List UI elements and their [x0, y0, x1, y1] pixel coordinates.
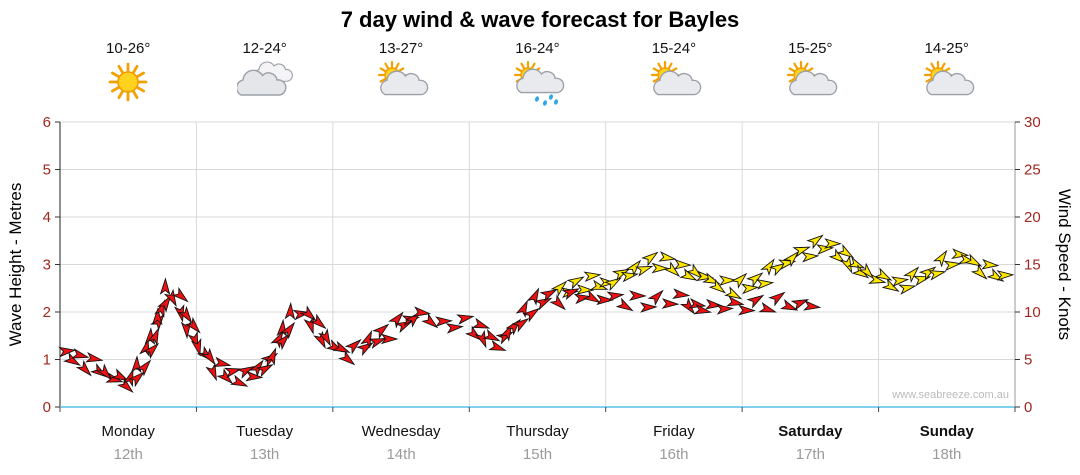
- forecast-row: 10-26° 12-24° 13-27° 16-24° 15-24° 15-25° 14-2…: [60, 40, 1015, 108]
- day-date-label: 16th: [659, 446, 688, 463]
- cloud: [380, 70, 429, 96]
- day-date-label: 14th: [386, 446, 415, 463]
- day-date-label: 12th: [114, 446, 143, 463]
- cloudy-icon: [235, 61, 293, 96]
- weather-icon-wrap: [742, 58, 878, 108]
- forecast-day-1: 10-26°: [60, 40, 196, 108]
- temperature-range: 13-27°: [378, 40, 424, 57]
- sunny-icon: [108, 62, 148, 102]
- left-axis-tick-label: 5: [43, 162, 51, 179]
- right-axis-tick-label: 15: [1024, 257, 1041, 274]
- forecast-day-4: 16-24°: [469, 40, 605, 108]
- right-axis-tick-label: 0: [1024, 399, 1032, 416]
- temperature-range: 12-24°: [242, 40, 287, 57]
- left-axis-tick-label: 6: [43, 114, 51, 131]
- right-axis-tick-label: 30: [1024, 114, 1041, 131]
- weather-icon-wrap: [879, 58, 1015, 108]
- day-name-label: Wednesday: [362, 423, 441, 440]
- wind-speed-recent-red-arrows: [58, 277, 822, 393]
- partly-cloudy-icon: [923, 60, 975, 96]
- temperature-range: 14-25°: [924, 40, 969, 57]
- weather-icon-wrap: [469, 58, 605, 108]
- left-axis-tick-label: 2: [43, 304, 51, 321]
- temperature-range: 15-25°: [788, 40, 833, 57]
- day-date-label: 15th: [523, 446, 552, 463]
- temperature-range: 16-24°: [515, 40, 560, 57]
- forecast-day-5: 15-24°: [606, 40, 742, 108]
- forecast-day-7: 14-25°: [879, 40, 1015, 108]
- cloud: [235, 69, 287, 96]
- right-axis-tick-label: 20: [1024, 209, 1041, 226]
- partly-cloudy-icon: [650, 60, 702, 96]
- cloud: [925, 70, 975, 96]
- cloud: [516, 68, 565, 94]
- day-name-label: Monday: [102, 423, 156, 440]
- day-date-label: 18th: [932, 446, 961, 463]
- day-name-label: Saturday: [778, 423, 843, 440]
- day-name-label: Tuesday: [236, 423, 293, 440]
- left-axis-tick-label: 0: [43, 399, 51, 416]
- day-name-label: Friday: [653, 423, 695, 440]
- axis-ticks: 0 1 2 3 4 5 6 0 5 10 15 20 25 30: [43, 114, 1041, 416]
- raindrops: [535, 94, 559, 106]
- day-name-label: Thursday: [506, 423, 569, 440]
- weather-icon-wrap: [60, 58, 196, 108]
- forecast-day-2: 12-24°: [196, 40, 332, 108]
- day-name-label: Sunday: [920, 423, 975, 440]
- weather-icon-wrap: [196, 58, 332, 108]
- sun: [108, 62, 148, 102]
- partly-cloudy-icon: [377, 60, 429, 96]
- page-title: 7 day wind & wave forecast for Bayles: [340, 7, 740, 32]
- gridlines: [60, 121, 1015, 407]
- watermark: www.seabreeze.com.au: [891, 389, 1009, 401]
- temperature-range: 15-24°: [651, 40, 697, 57]
- right-axis-tick-label: 5: [1024, 352, 1032, 369]
- partly-cloudy-icon: [787, 60, 838, 96]
- day-date-label: 17th: [796, 446, 825, 463]
- right-axis-tick-label: 10: [1024, 304, 1041, 321]
- left-axis-tick-label: 3: [43, 257, 51, 274]
- weather-icon-wrap: [606, 58, 742, 108]
- right-axis-tick-label: 25: [1024, 162, 1041, 179]
- day-labels: Monday 12th Tuesday 13th Wednesday 14th Thursd…: [102, 423, 975, 463]
- cloud: [789, 70, 838, 96]
- cloud: [653, 70, 702, 96]
- left-axis-tick-label: 1: [43, 352, 51, 369]
- forecast-day-3: 13-27°: [333, 40, 469, 108]
- left-axis-tick-label: 4: [43, 209, 51, 226]
- rain-showers-icon: [514, 60, 565, 106]
- forecast-day-6: 15-25°: [742, 40, 878, 108]
- day-date-label: 13th: [250, 446, 279, 463]
- temperature-range: 10-26°: [106, 40, 151, 57]
- wind-speed-forecast-yellow-arrows: [550, 234, 1015, 300]
- weather-icon-wrap: [333, 58, 469, 108]
